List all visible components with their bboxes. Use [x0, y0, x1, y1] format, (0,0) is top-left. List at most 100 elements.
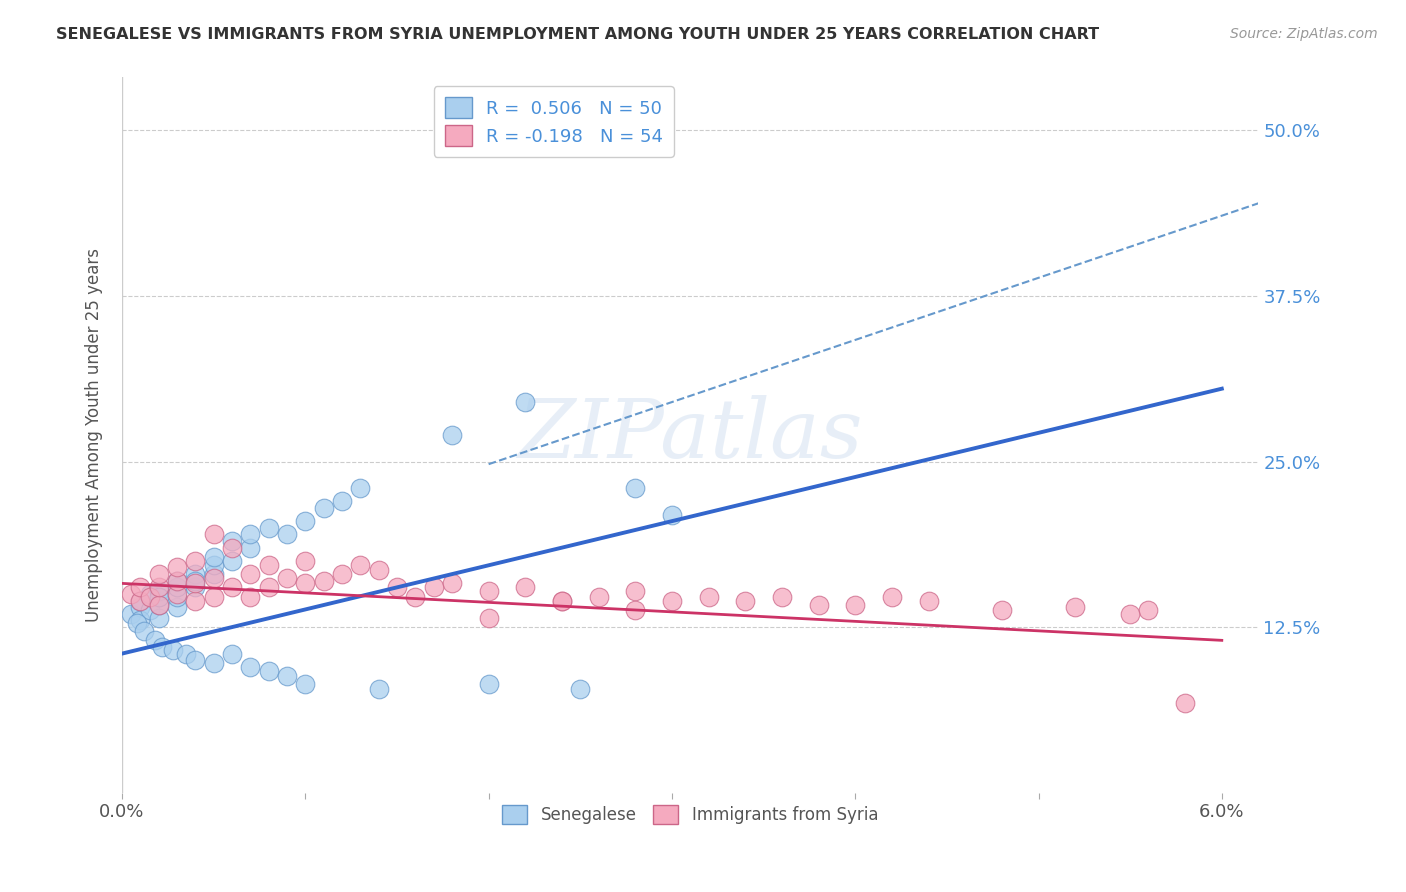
Point: [1174, 696, 1197, 710]
Point: [202, 656, 225, 670]
Point: [661, 508, 683, 522]
Point: [184, 567, 207, 582]
Point: [624, 603, 647, 617]
Text: Source: ZipAtlas.com: Source: ZipAtlas.com: [1230, 27, 1378, 41]
Point: [404, 590, 426, 604]
Point: [148, 584, 170, 599]
Point: [312, 500, 335, 515]
Point: [349, 481, 371, 495]
Point: [166, 580, 188, 594]
Point: [239, 660, 262, 674]
Point: [330, 567, 353, 582]
Point: [138, 587, 160, 601]
Point: [150, 640, 173, 654]
Point: [174, 647, 197, 661]
Point: [312, 574, 335, 588]
Point: [221, 647, 243, 661]
Point: [148, 567, 170, 582]
Point: [515, 395, 537, 409]
Point: [166, 560, 188, 574]
Point: [478, 584, 501, 599]
Point: [138, 603, 160, 617]
Point: [148, 611, 170, 625]
Point: [166, 587, 188, 601]
Text: ZIPatlas: ZIPatlas: [517, 395, 863, 475]
Point: [1119, 607, 1142, 621]
Point: [202, 590, 225, 604]
Point: [202, 558, 225, 572]
Point: [184, 554, 207, 568]
Point: [257, 580, 280, 594]
Point: [588, 590, 610, 604]
Point: [184, 653, 207, 667]
Text: SENEGALESE VS IMMIGRANTS FROM SYRIA UNEMPLOYMENT AMONG YOUTH UNDER 25 YEARS CORR: SENEGALESE VS IMMIGRANTS FROM SYRIA UNEM…: [56, 27, 1099, 42]
Point: [478, 677, 501, 691]
Point: [148, 580, 170, 594]
Point: [257, 558, 280, 572]
Point: [294, 554, 316, 568]
Point: [551, 593, 574, 607]
Point: [367, 563, 389, 577]
Point: [478, 611, 501, 625]
Point: [129, 580, 152, 594]
Point: [148, 590, 170, 604]
Point: [129, 593, 152, 607]
Point: [239, 527, 262, 541]
Point: [148, 598, 170, 612]
Point: [734, 593, 756, 607]
Point: [880, 590, 903, 604]
Point: [367, 682, 389, 697]
Point: [294, 576, 316, 591]
Point: [349, 558, 371, 572]
Point: [120, 607, 142, 621]
Point: [129, 600, 152, 615]
Point: [166, 574, 188, 588]
Point: [125, 616, 148, 631]
Point: [624, 481, 647, 495]
Point: [515, 580, 537, 594]
Point: [1064, 600, 1087, 615]
Point: [330, 494, 353, 508]
Point: [422, 580, 444, 594]
Point: [184, 593, 207, 607]
Point: [148, 598, 170, 612]
Point: [221, 541, 243, 555]
Point: [440, 576, 463, 591]
Point: [166, 600, 188, 615]
Point: [184, 580, 207, 594]
Point: [385, 580, 408, 594]
Legend: Senegalese, Immigrants from Syria: Senegalese, Immigrants from Syria: [492, 795, 889, 834]
Point: [1137, 603, 1160, 617]
Point: [624, 584, 647, 599]
Point: [138, 590, 160, 604]
Point: [276, 571, 298, 585]
Point: [202, 527, 225, 541]
Point: [917, 593, 939, 607]
Point: [184, 576, 207, 591]
Point: [202, 571, 225, 585]
Point: [166, 574, 188, 588]
Point: [184, 574, 207, 588]
Point: [770, 590, 793, 604]
Point: [661, 593, 683, 607]
Point: [129, 614, 152, 628]
Point: [143, 633, 166, 648]
Point: [844, 598, 866, 612]
Point: [697, 590, 720, 604]
Point: [120, 587, 142, 601]
Point: [294, 514, 316, 528]
Point: [221, 554, 243, 568]
Point: [276, 669, 298, 683]
Point: [551, 593, 574, 607]
Point: [202, 549, 225, 564]
Point: [129, 593, 152, 607]
Point: [132, 624, 155, 638]
Point: [257, 521, 280, 535]
Point: [807, 598, 830, 612]
Y-axis label: Unemployment Among Youth under 25 years: Unemployment Among Youth under 25 years: [86, 248, 103, 622]
Point: [239, 590, 262, 604]
Point: [440, 428, 463, 442]
Point: [239, 541, 262, 555]
Point: [276, 527, 298, 541]
Point: [569, 682, 592, 697]
